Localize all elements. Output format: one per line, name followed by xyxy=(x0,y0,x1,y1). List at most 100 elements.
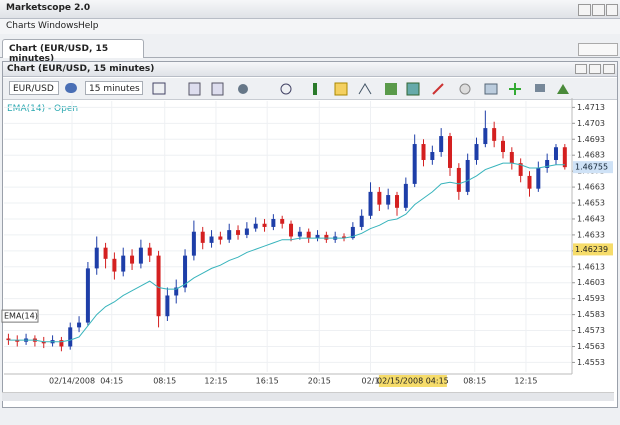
panel-title: Chart (EUR/USD, 15 minutes) xyxy=(7,64,155,74)
tab-line xyxy=(0,57,620,58)
instrument-select[interactable]: EUR/USD xyxy=(9,81,59,95)
candle-body xyxy=(209,236,214,243)
tab-label: Chart (EUR/USD, 15 minutes) xyxy=(9,44,109,64)
cursor-time-box xyxy=(378,375,447,387)
candle-body xyxy=(121,255,126,272)
candle-body xyxy=(377,191,382,205)
menu-bar: Charts Windows Help xyxy=(0,19,620,34)
menu-item[interactable]: Help xyxy=(78,21,99,31)
cursor-time-label: 02/15/2008 04:15 xyxy=(377,377,449,386)
candle-body xyxy=(545,159,550,168)
candle-body xyxy=(165,295,170,317)
x-tick-label: 08:15 xyxy=(463,377,486,386)
candle-body xyxy=(85,268,90,323)
icon[interactable] xyxy=(152,82,166,95)
candle-body xyxy=(244,228,249,235)
tab[interactable]: Chart (EUR/USD, 15 minutes) xyxy=(2,39,144,64)
series-label: EMA(14) xyxy=(4,312,38,321)
icon[interactable] xyxy=(509,83,521,95)
candle-body xyxy=(430,152,435,160)
icon[interactable] xyxy=(484,83,498,95)
candle-body xyxy=(41,341,46,344)
maximize-button[interactable] xyxy=(589,64,601,74)
close-button[interactable] xyxy=(606,4,618,16)
candle-body xyxy=(271,218,276,227)
y-tick-label: 1.4663 xyxy=(577,183,605,192)
candle-body xyxy=(386,195,391,205)
toolbar: EUR/USD 15 minutes xyxy=(3,78,617,100)
y-tick-label: 1.4573 xyxy=(577,326,605,335)
menu-item[interactable]: Windows xyxy=(38,21,79,31)
candle-body xyxy=(6,338,11,341)
y-tick-label: 1.4563 xyxy=(577,342,605,351)
candle-body xyxy=(439,136,444,153)
icon[interactable] xyxy=(385,83,397,95)
y-tick-label: 1.4683 xyxy=(577,151,605,160)
series-label-box xyxy=(1,309,39,323)
y-tick-label: 1.4603 xyxy=(577,278,605,287)
candle-body xyxy=(262,223,267,227)
title-bar: Marketscope 2.0 xyxy=(0,0,620,19)
icon[interactable] xyxy=(334,82,348,96)
cursor-price-box xyxy=(573,243,613,256)
menu-item[interactable]: Charts xyxy=(6,21,36,31)
candle-body xyxy=(59,340,64,347)
maximize-button[interactable] xyxy=(592,4,605,16)
price-marker-box xyxy=(573,161,613,174)
x-tick-label: 08:15 xyxy=(153,377,176,386)
candle-body xyxy=(68,327,73,347)
candle-body xyxy=(412,144,417,184)
candle-body xyxy=(138,247,143,264)
candle-body xyxy=(527,175,532,189)
minimize-button[interactable] xyxy=(578,4,591,16)
candle-body xyxy=(509,152,514,164)
x-tick-label: 12:15 xyxy=(204,377,227,386)
icon[interactable] xyxy=(358,83,372,95)
y-tick-label: 1.4653 xyxy=(577,199,605,208)
candle-body xyxy=(156,255,161,317)
candle-body xyxy=(147,247,152,256)
y-tick-label: 1.4693 xyxy=(577,135,605,144)
close-button[interactable] xyxy=(603,64,615,74)
candle-body xyxy=(200,231,205,243)
minimize-button[interactable] xyxy=(575,64,587,74)
indicator-label: EMA(14) - Open xyxy=(7,104,79,114)
candle-body xyxy=(77,322,82,328)
icon[interactable] xyxy=(280,83,292,95)
candle-body xyxy=(403,183,408,208)
scrollbar[interactable] xyxy=(2,392,614,401)
candle-body xyxy=(324,234,329,240)
icon[interactable] xyxy=(535,84,545,92)
y-tick-label: 1.4643 xyxy=(577,214,605,223)
candle-body xyxy=(174,287,179,296)
icon[interactable] xyxy=(432,83,444,95)
candle-body xyxy=(474,144,479,160)
icon[interactable] xyxy=(65,83,77,93)
candle-body xyxy=(350,226,355,239)
panel-title-bar: Chart (EUR/USD, 15 minutes) xyxy=(3,62,617,77)
tab-controls[interactable] xyxy=(578,43,618,56)
candle-body xyxy=(218,236,223,240)
candle-body xyxy=(368,191,373,216)
icon[interactable] xyxy=(557,84,569,94)
icon[interactable] xyxy=(211,82,224,96)
x-tick-label: 02/1 xyxy=(362,377,380,386)
y-tick-label: 1.4553 xyxy=(577,358,605,367)
icon[interactable] xyxy=(313,83,317,95)
candle-body xyxy=(297,231,302,237)
candle-body xyxy=(15,340,20,342)
candle-body xyxy=(483,128,488,145)
icon[interactable] xyxy=(238,84,248,94)
candle-body xyxy=(130,255,135,264)
icon[interactable] xyxy=(459,83,471,95)
candle-body xyxy=(395,195,400,208)
icon[interactable] xyxy=(188,82,201,96)
y-tick-label: 1.4593 xyxy=(577,294,605,303)
timeframe-select[interactable]: 15 minutes xyxy=(85,81,143,95)
y-tick-label: 1.4703 xyxy=(577,119,605,128)
candle-body xyxy=(306,231,311,239)
candle-body xyxy=(518,163,523,176)
icon[interactable] xyxy=(406,82,420,96)
